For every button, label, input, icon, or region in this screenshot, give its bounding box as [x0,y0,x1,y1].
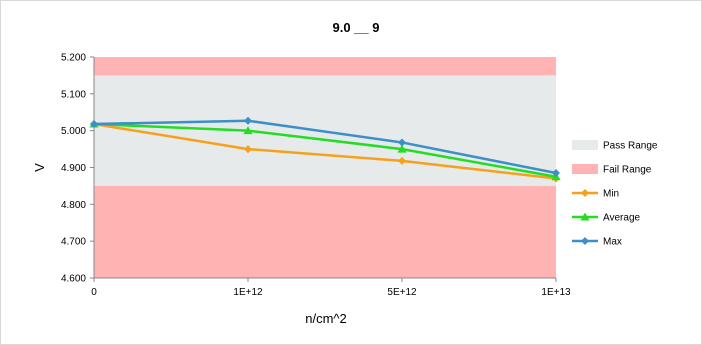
legend-marker-max [581,237,589,245]
series-line-min [93,122,557,180]
data-point-max [90,120,98,129]
y-tick-label: 5.000 [61,126,86,137]
x-tick-label: 5E+12 [387,287,417,298]
y-tick-label: 4.900 [61,163,86,174]
legend-label-average: Average [603,213,641,224]
legend-item-min: Min [572,189,619,200]
legend-label-pass-range: Pass Range [603,141,658,152]
data-point-average [397,144,407,153]
data-point-min [398,156,406,165]
x-tick-label: 1E+12 [233,287,263,298]
y-tick-label: 4.700 [61,237,86,248]
data-point-min [244,145,252,154]
data-point-max [244,116,252,125]
data-point-average [243,126,253,135]
fail-range-band-upper [94,57,556,76]
legend-marker-min [581,189,589,197]
x-axis-title: n/cm^2 [305,311,347,326]
fail-range-band-lower [94,185,556,278]
x-tick-label: 1E+13 [541,287,571,298]
x-tick-label: 0 [91,287,97,298]
chart-title: 9.0 __ 9 [333,20,380,35]
y-tick-label: 5.100 [61,89,86,100]
y-tick-label: 4.600 [61,274,86,285]
legend-label-max: Max [603,237,622,248]
series-max [90,116,560,178]
legend-item-max: Max [572,237,622,248]
legend-item-pass-range: Pass Range [572,140,658,152]
data-point-max [552,169,560,178]
legend-swatch-pass-range [572,140,598,150]
series-line-average [93,122,557,178]
legend-swatch-fail-range [572,164,598,174]
y-tick-label: 4.800 [61,200,86,211]
legend-item-fail-range: Fail Range [572,164,652,176]
legend-label-min: Min [603,189,619,200]
legend-label-fail-range: Fail Range [603,165,652,176]
legend-marker-average [580,212,590,221]
data-point-max [398,138,406,147]
legend-item-average: Average [572,212,641,224]
series-line-max [93,119,557,175]
y-axis-title: V [32,163,47,172]
y-tick-label: 5.200 [61,53,86,64]
